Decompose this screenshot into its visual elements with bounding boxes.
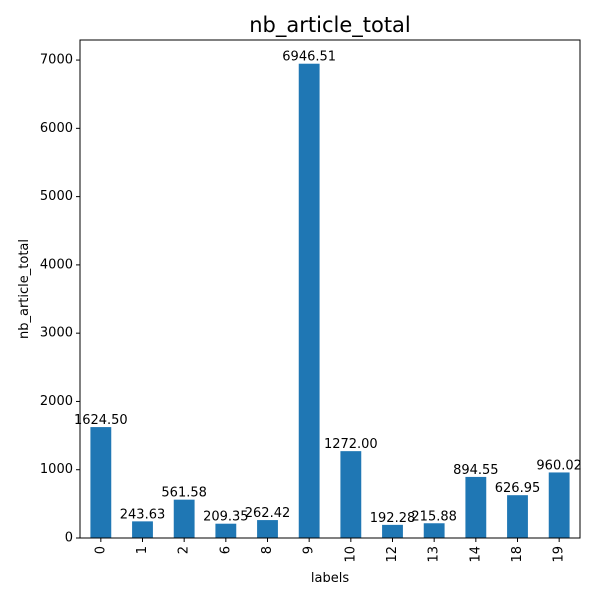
x-axis-label: labels <box>311 571 349 586</box>
x-tick-label-14: 14 <box>468 546 483 563</box>
x-tick-label-2: 2 <box>177 546 192 554</box>
y-tick-label-6000: 6000 <box>40 121 73 136</box>
y-tick-label-3000: 3000 <box>40 326 73 341</box>
value-label-1: 243.63 <box>120 507 166 522</box>
x-tick-label-0: 0 <box>93 546 108 554</box>
bar-0 <box>90 427 112 538</box>
y-axis-label: nb_article_total <box>17 239 32 339</box>
y-tick-label-2000: 2000 <box>40 394 73 409</box>
bar-19 <box>548 472 570 538</box>
value-label-8: 262.42 <box>245 506 291 521</box>
bar-14 <box>465 476 487 538</box>
x-tick-label-18: 18 <box>510 546 525 563</box>
value-label-13: 215.88 <box>411 509 457 524</box>
value-label-9: 6946.51 <box>282 50 336 65</box>
x-axis: 0 1 2 6 8 9 10 12 13 14 18 19 <box>93 538 567 563</box>
bar-2 <box>173 499 195 538</box>
bar-13 <box>423 523 445 538</box>
x-tick-label-13: 13 <box>427 546 442 563</box>
value-label-2: 561.58 <box>161 486 207 501</box>
plot-frame <box>79 39 581 539</box>
bar-6 <box>215 523 237 538</box>
value-label-19: 960.02 <box>536 458 582 473</box>
x-tick-label-12: 12 <box>385 546 400 563</box>
y-tick-label-7000: 7000 <box>40 53 73 68</box>
y-tick-label-0: 0 <box>65 531 73 546</box>
y-tick-label-1000: 1000 <box>40 462 73 477</box>
value-label-10: 1272.00 <box>324 437 378 452</box>
value-label-18: 626.95 <box>495 481 541 496</box>
y-tick-label-4000: 4000 <box>40 257 73 272</box>
value-label-0: 1624.50 <box>74 413 128 428</box>
bar-18 <box>507 495 528 538</box>
bars <box>90 63 570 539</box>
bar-9 <box>298 63 320 539</box>
chart-title: nb_article_total <box>249 13 411 38</box>
x-tick-label-10: 10 <box>343 546 358 563</box>
y-axis: 0 1000 2000 3000 4000 5000 6000 7000 <box>40 53 80 546</box>
bar-8 <box>257 520 278 538</box>
bar-10 <box>340 451 362 538</box>
x-tick-label-19: 19 <box>552 546 567 563</box>
x-tick-label-8: 8 <box>260 546 275 554</box>
x-tick-label-9: 9 <box>302 546 317 554</box>
bar-12 <box>382 524 403 538</box>
bar-1 <box>132 521 153 538</box>
x-tick-label-6: 6 <box>218 546 233 554</box>
y-tick-label-5000: 5000 <box>40 189 73 204</box>
value-label-6: 209.35 <box>203 510 249 525</box>
x-tick-label-1: 1 <box>135 546 150 554</box>
value-label-14: 894.55 <box>453 463 499 478</box>
value-label-12: 192.28 <box>370 511 416 526</box>
